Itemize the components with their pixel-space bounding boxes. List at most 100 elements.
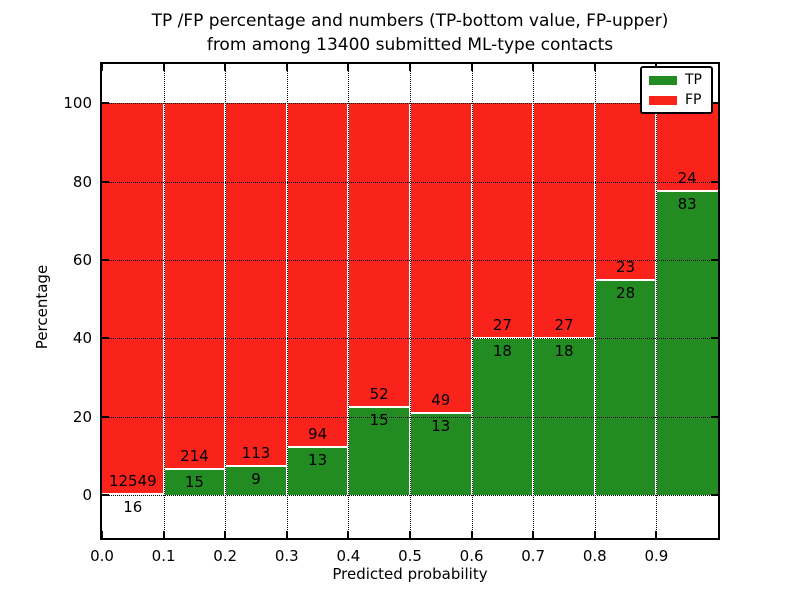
legend-label-tp: TP: [685, 72, 702, 88]
legend-swatch-fp: [649, 95, 677, 105]
bar-segment-tp: [656, 191, 718, 495]
y-tick: [102, 258, 109, 261]
x-tick-label: 0.0: [90, 547, 114, 565]
y-tick-label: 20: [72, 407, 92, 426]
gridline-vertical: [348, 64, 350, 538]
x-tick: [470, 531, 473, 538]
bar-label-tp: 16: [123, 498, 143, 517]
x-tick: [532, 64, 535, 71]
x-tick: [409, 531, 411, 538]
y-tick-label: 60: [72, 250, 92, 269]
gridline-horizontal: [102, 338, 718, 340]
x-tick: [162, 64, 165, 71]
legend-label-fp: FP: [685, 92, 702, 108]
x-tick: [285, 531, 288, 538]
chart-title: TP /FP percentage and numbers (TP-bottom…: [100, 9, 720, 57]
x-tick-label: 0.4: [336, 547, 361, 565]
x-tick: [593, 64, 596, 71]
bar-edge: [286, 446, 349, 449]
plot-inner: 12549 16 214 15 113 9 94 13 52 15 49 13 27 18 27 18 23 28…: [101, 64, 718, 538]
chart-title-line2: from among 13400 submitted ML-type conta…: [206, 35, 614, 55]
bar-segment-fp: [225, 103, 287, 466]
bar-edge: [594, 278, 657, 281]
y-tick: [711, 258, 718, 261]
x-tick-label: 0.3: [274, 547, 299, 565]
y-tick: [102, 493, 109, 496]
x-tick-label: 0.8: [582, 547, 607, 565]
gridline-horizontal: [102, 416, 718, 418]
bar-segment-fp: [163, 103, 226, 470]
x-tick-label: 0.9: [644, 547, 669, 565]
bar-label-fp: 27: [554, 316, 574, 335]
y-tick-label: 80: [72, 172, 92, 191]
y-tick-label: 40: [72, 329, 92, 348]
y-tick: [711, 415, 718, 418]
legend: TP FP: [640, 66, 713, 114]
legend-swatch-tp: [649, 75, 677, 85]
gridline-horizontal: [102, 259, 718, 261]
plot-area: 12549 16 214 15 113 9 94 13 52 15 49 13 27 18 27 18 23 28…: [100, 62, 720, 540]
x-tick: [532, 531, 535, 538]
bar-segment-fp: [286, 103, 349, 448]
bar-edge: [410, 411, 472, 414]
chart-title-line1: TP /FP percentage and numbers (TP-bottom…: [151, 11, 669, 31]
gridline-vertical: [286, 64, 288, 538]
bar-label-fp: 94: [308, 425, 328, 444]
x-tick: [347, 531, 350, 538]
bar-segment-tp: [163, 469, 226, 495]
gridline-vertical: [594, 64, 596, 538]
x-tick: [162, 531, 165, 538]
bar-edge: [348, 406, 410, 409]
bar-label-fp: 52: [369, 385, 389, 404]
gridline-vertical: [163, 64, 165, 538]
bar-label-fp: 214: [180, 447, 209, 466]
bar-label-tp: 15: [184, 473, 204, 492]
x-tick-label: 0.7: [521, 547, 546, 565]
bar-segment-fp: [102, 103, 164, 495]
x-tick: [593, 531, 596, 538]
legend-entry-fp: FP: [649, 93, 702, 107]
x-tick: [224, 531, 227, 538]
x-tick-label: 0.6: [459, 547, 484, 565]
x-tick-label: 0.5: [398, 547, 422, 565]
x-tick: [101, 531, 103, 538]
gridline-vertical: [533, 64, 535, 538]
x-tick: [285, 64, 288, 71]
gridline-vertical: [410, 64, 411, 538]
bar-label-tp: 28: [616, 283, 636, 302]
x-tick: [224, 64, 227, 71]
y-tick: [102, 180, 109, 183]
bar-label-tp: 83: [677, 195, 697, 214]
y-tick: [102, 102, 109, 105]
x-tick: [409, 64, 411, 71]
bar-segment-fp: [656, 103, 718, 192]
bar-label-tp: 18: [492, 342, 512, 361]
bar-label-fp: 113: [241, 444, 271, 462]
y-tick: [711, 180, 718, 183]
x-axis-label: Predicted probability: [332, 565, 488, 583]
y-tick: [102, 415, 109, 418]
bar-label-tp: 13: [308, 451, 328, 470]
legend-entry-tp: TP: [649, 73, 702, 87]
bar-segment-fp: [471, 103, 534, 339]
bar-segment-tp: [594, 279, 657, 495]
bar-segment-tp: [348, 407, 410, 495]
gridline-vertical: [225, 64, 227, 538]
bar-label-fp: 49: [431, 390, 451, 409]
x-tick: [101, 64, 103, 71]
bar-edge: [163, 468, 226, 471]
y-tick-label: 100: [63, 94, 92, 113]
y-tick: [711, 337, 718, 340]
bar-segment-tp: [286, 447, 349, 495]
bar-segment-fp: [348, 103, 410, 408]
bar-segment-fp: [410, 103, 472, 413]
bar-label-tp: 9: [251, 470, 261, 488]
bar-segment-tp: [410, 412, 472, 495]
gridline-horizontal: [102, 181, 718, 183]
bar-label-fp: 23: [616, 257, 636, 276]
y-tick: [711, 493, 718, 496]
bar-segment-tp: [225, 466, 287, 495]
gridline-horizontal: [102, 103, 718, 105]
bar-label-tp: 18: [554, 342, 574, 361]
